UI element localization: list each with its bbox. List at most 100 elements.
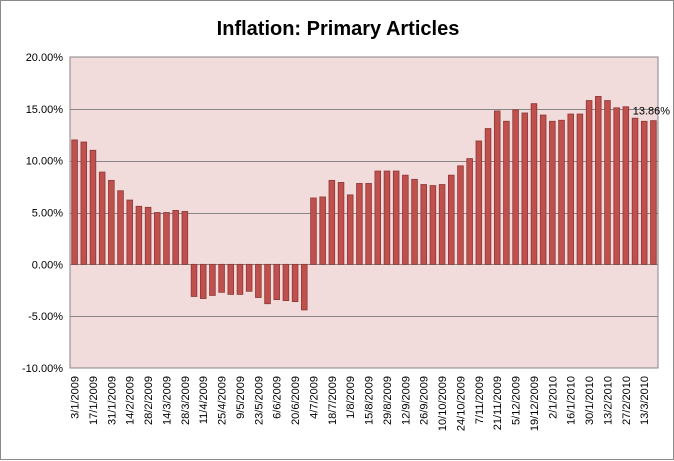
bar [383,170,391,265]
x-tick-label: 19/12/2009 [529,376,541,431]
x-tick-label: 13/3/2010 [639,376,651,425]
bar [71,139,78,265]
bar [310,197,317,265]
bar [503,120,510,265]
bar [319,196,326,265]
x-tick-label: 24/10/2009 [455,376,467,431]
bar [209,263,216,296]
bar [199,263,207,299]
bar [567,113,574,265]
bar [346,194,354,265]
x-tick-label: 27/2/2010 [621,376,633,425]
bar [493,110,501,265]
bar [126,199,133,265]
x-tick-label: 20/6/2009 [290,376,302,425]
y-tick-label: 10.00% [26,156,64,168]
bar [558,119,565,265]
y-tick-label: 5.00% [32,208,63,220]
x-tick-label: 28/2/2009 [143,376,155,425]
bar [98,171,106,265]
x-tick-label: 26/9/2009 [419,376,431,425]
x-tick-label: 31/1/2009 [106,376,118,425]
y-tick-label: -5.00% [28,311,63,323]
bar [282,263,290,302]
bar [622,106,630,265]
bar [337,182,345,265]
x-tick-label: 28/3/2009 [180,376,192,425]
bar [549,120,556,265]
y-tick-label: -10.00% [22,363,63,375]
bar [429,185,437,265]
x-tick-label: 6/6/2009 [272,376,284,419]
x-tick-label: 17/1/2009 [88,376,100,425]
y-tick-label: 0.00% [32,259,63,271]
bar [448,174,455,265]
bar [576,113,584,265]
bar [411,178,418,265]
x-tick-label: 3/1/2009 [70,376,82,419]
bar [80,141,88,265]
bar [402,174,409,265]
bar [144,206,152,265]
bar [172,210,179,265]
x-tick-label: 12/9/2009 [400,376,412,425]
x-tick-label: 14/3/2009 [161,376,173,425]
chart-title: Inflation: Primary Articles [217,18,460,40]
bar [218,263,225,293]
x-tick-label: 9/5/2009 [235,376,247,419]
bar [650,120,657,265]
bar [631,117,639,265]
bar [328,179,336,265]
bar [190,263,198,297]
bar [595,95,602,265]
bar-series [71,95,657,311]
bar [163,212,170,265]
bar [236,263,244,295]
bar [245,263,253,292]
bar [585,100,593,265]
bar [273,263,280,300]
bar [154,212,161,265]
x-tick-label: 7/11/2009 [474,376,486,424]
x-tick-label: 1/8/2009 [345,376,357,419]
bar [539,114,547,265]
x-tick-label: 21/11/2009 [492,376,504,430]
bar [301,263,308,311]
y-axis-tick-labels: -10.00% -5.00% 0.00% 5.00% 10.00% 15.00% 20.00… [22,52,63,375]
y-tick-label: 20.00% [26,52,64,64]
bar [530,103,538,265]
bar [640,120,648,265]
bar [604,100,611,265]
x-tick-label: 11/4/2009 [198,376,210,424]
bar [475,140,483,265]
bar [374,170,382,265]
bar [438,184,446,265]
bar [227,263,235,295]
bar [89,149,97,265]
bar [264,263,271,305]
bar [466,158,473,265]
x-tick-label: 30/1/2010 [584,376,596,425]
x-tick-label: 25/4/2009 [217,376,229,425]
bar [512,109,519,265]
y-tick-label: 15.00% [26,104,64,116]
bar [521,112,529,265]
x-tick-label: 23/5/2009 [253,376,265,425]
x-tick-label: 2/1/2010 [547,376,559,419]
bar [135,205,143,265]
x-tick-label: 5/12/2009 [511,376,523,425]
x-tick-label: 15/8/2009 [364,376,376,425]
x-tick-label: 13/2/2010 [602,376,614,425]
x-tick-label: 10/10/2009 [437,376,449,431]
bar [392,170,400,265]
bar [181,211,189,265]
bar [365,183,372,265]
data-labels: 13.86% [633,106,671,118]
x-tick-label: 29/8/2009 [382,376,394,425]
bar [457,165,464,265]
bar [108,179,115,265]
x-axis-tick-labels: 3/1/2009 17/1/2009 31/1/2009 14/2/2009 28/2/… [70,376,652,431]
bar [356,183,363,265]
